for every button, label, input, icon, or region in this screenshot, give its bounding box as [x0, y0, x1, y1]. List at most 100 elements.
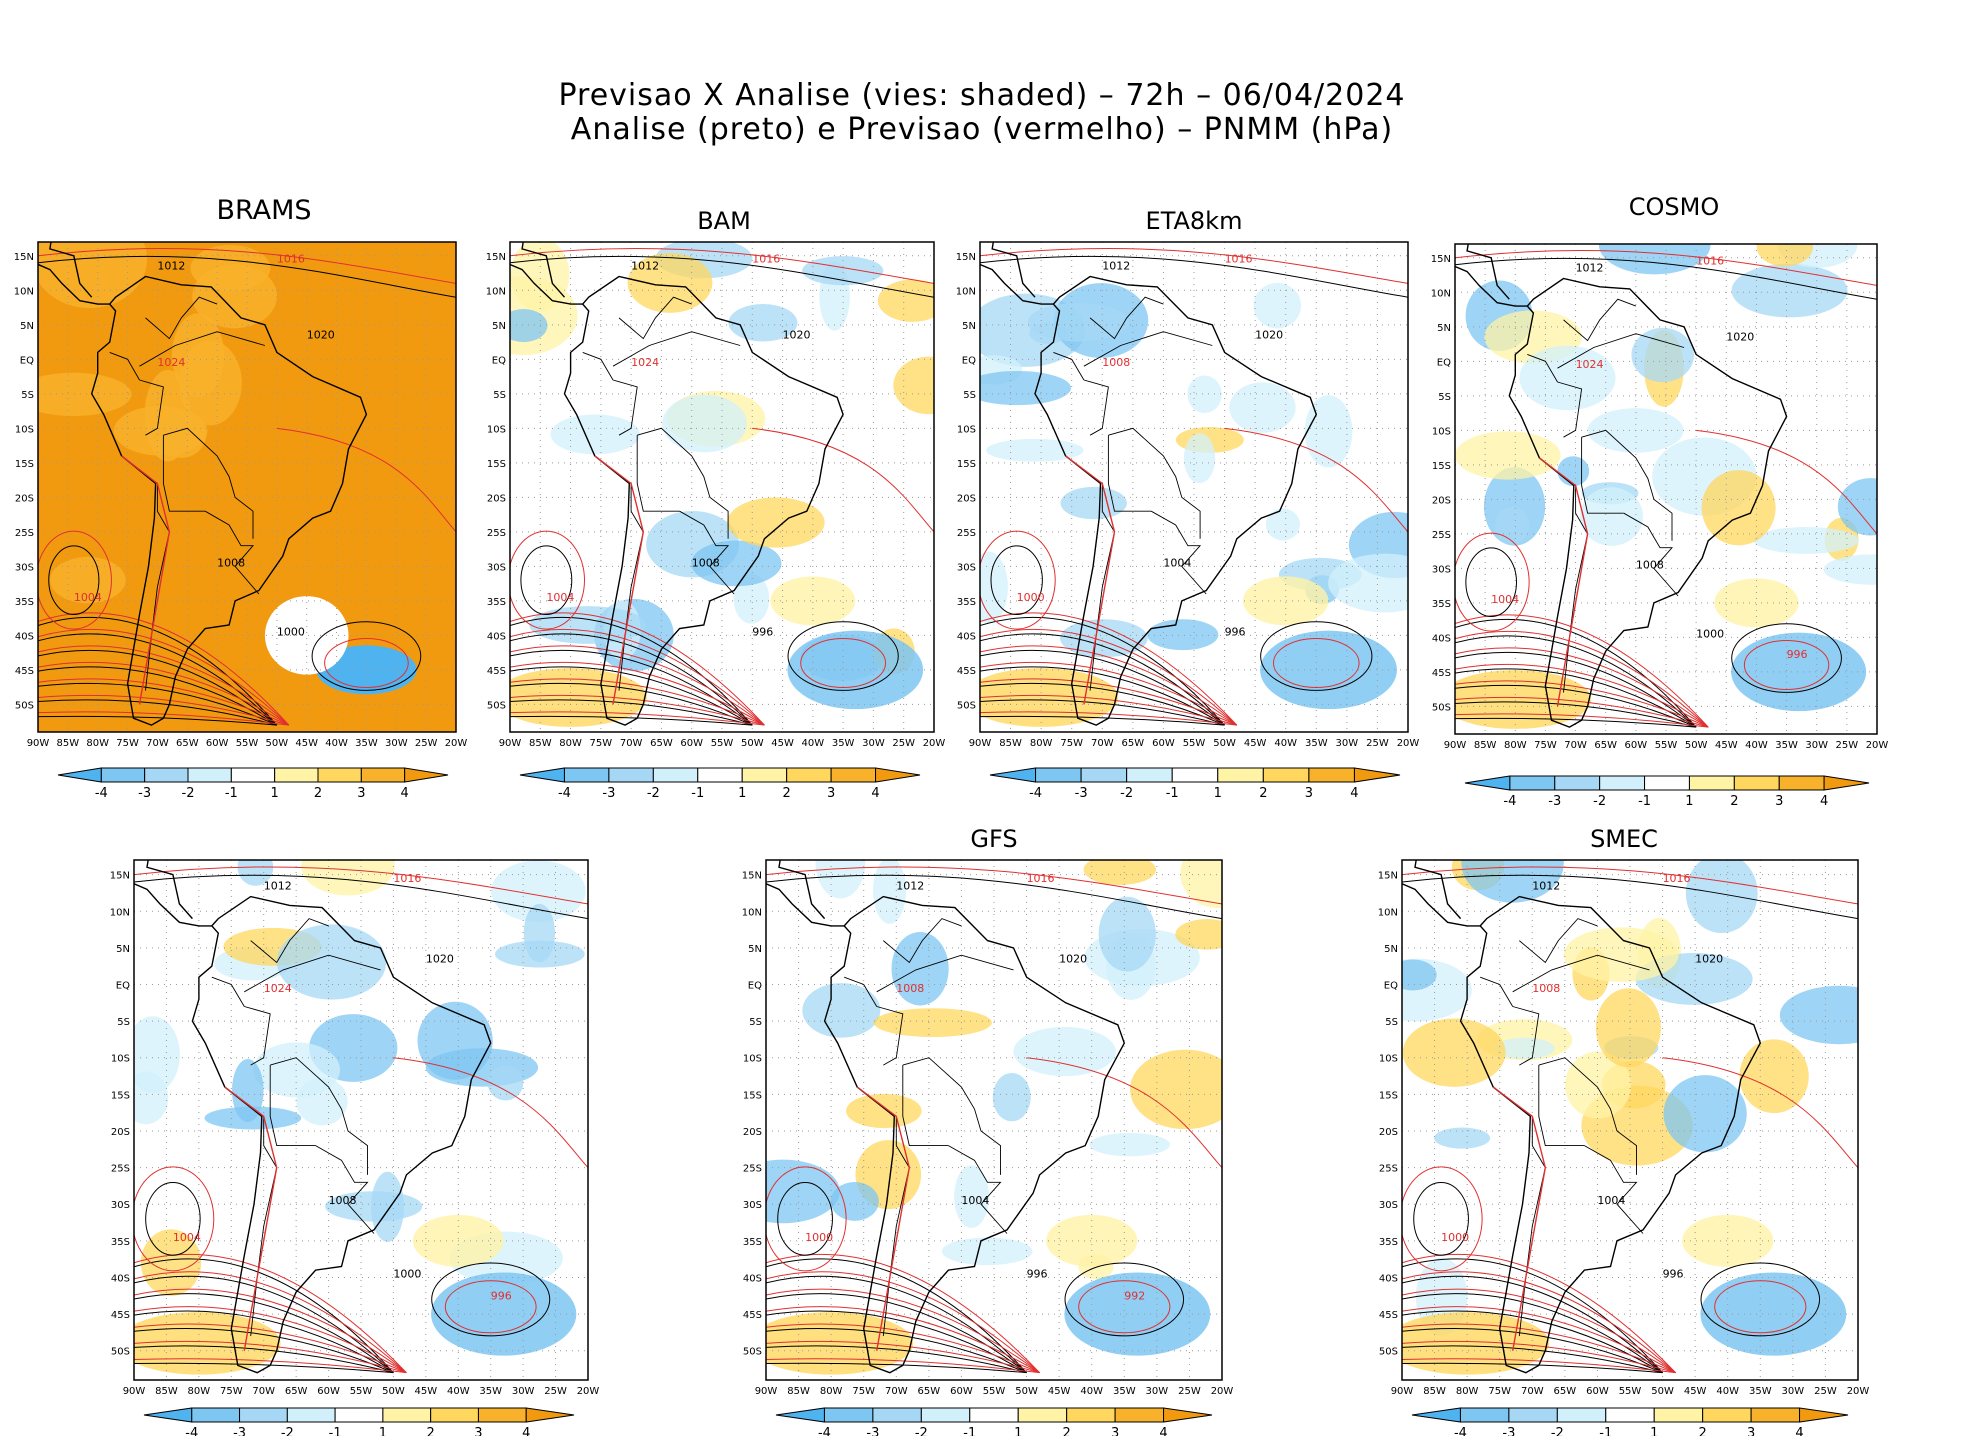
latitude-tick-label: 45S — [1379, 1310, 1398, 1321]
colorbar-tick-label: -1 — [329, 1426, 342, 1436]
colorbar-segment — [652, 767, 699, 783]
isobar-label: 1016 — [1696, 255, 1724, 268]
country-border — [637, 427, 729, 539]
latitude-tick-label: 45S — [743, 1310, 762, 1321]
longitude-tick-label: 30W — [862, 738, 885, 749]
longitude-tick-label: 70W — [1091, 738, 1114, 749]
isobar-label: 1008 — [1102, 356, 1130, 369]
colorbar-tick-label: 3 — [474, 1426, 482, 1436]
analysis-isobar — [510, 715, 753, 726]
isobar-label: 996 — [1663, 1267, 1684, 1280]
latitude-tick-label: 20S — [957, 493, 976, 504]
isobar-label: 992 — [1124, 1289, 1145, 1302]
bias-patch — [733, 573, 770, 624]
forecast-high-center — [134, 1166, 215, 1272]
isobar-label: 1012 — [264, 879, 292, 892]
bias-patch — [1494, 1037, 1555, 1060]
latitude-tick-label: 25S — [15, 528, 34, 539]
forecast-isobar — [134, 1358, 407, 1374]
analysis-isobar — [980, 649, 1225, 726]
longitude-tick-label: 55W — [1655, 740, 1678, 751]
colorbar-tick-label: -4 — [1503, 794, 1516, 809]
country-border — [1581, 437, 1624, 514]
analysis-high-center — [777, 1181, 833, 1256]
isobar-label: 1016 — [1225, 253, 1253, 266]
longitude-tick-label: 25W — [415, 738, 438, 749]
longitude-tick-label: 55W — [711, 738, 734, 749]
bias-patch — [986, 438, 1084, 462]
colorbar-segment — [872, 1407, 922, 1423]
analysis-isobar — [766, 1275, 1027, 1374]
longitude-tick-label: 60W — [950, 1386, 973, 1397]
isobar-label: 996 — [1225, 625, 1246, 638]
colorbar-tick-label: -1 — [691, 786, 704, 801]
latitude-tick-label: 10S — [111, 1054, 130, 1065]
latitude-tick-label: 25S — [487, 528, 506, 539]
longitude-tick-label: 85W — [529, 738, 552, 749]
latitude-tick-label: 10S — [487, 424, 506, 435]
forecast-isobar — [38, 694, 289, 726]
colorbar-segment — [1688, 775, 1735, 791]
latitude-tick-label: EQ — [1437, 357, 1451, 368]
colorbar-tick-label: -4 — [1029, 786, 1042, 801]
analysis-isobar — [38, 616, 278, 726]
latitude-tick-label: 5S — [493, 390, 506, 401]
latitude-tick-label: 25S — [957, 528, 976, 539]
forecast-isobar — [1455, 696, 1709, 728]
longitude-tick-label: 65W — [918, 1386, 941, 1397]
longitude-tick-label: 90W — [27, 738, 50, 749]
isobar-label: 1020 — [1726, 331, 1754, 344]
latitude-tick-label: 5N — [1384, 944, 1398, 955]
colorbar-arrow-left — [1464, 775, 1511, 791]
latitude-tick-label: 35S — [1379, 1237, 1398, 1248]
longitude-tick-label: 85W — [1423, 1386, 1446, 1397]
colorbar-segment — [969, 1407, 1019, 1423]
forecast-high-center — [510, 530, 585, 630]
isobar-label: 996 — [752, 625, 773, 638]
longitude-tick-label: 55W — [1619, 1386, 1642, 1397]
colorbar-tick-label: 3 — [1111, 1426, 1119, 1436]
bias-patch — [1434, 1127, 1491, 1149]
analysis-isobar — [134, 1362, 394, 1374]
andes-forecast-contours — [1492, 1086, 1547, 1351]
forecast-isobar — [276, 427, 456, 533]
map-panel: 1012 1016 1020 1024 1008 1004 1000 996 15N 10N 5N E… — [110, 859, 599, 1436]
colorbar-segment — [1778, 775, 1825, 791]
panel-title-smec: SMEC — [1590, 825, 1658, 853]
longitude-tick-label: 35W — [1305, 738, 1328, 749]
neutral-patch — [264, 596, 349, 675]
isobar-label: 1004 — [1597, 1194, 1625, 1207]
bias-patch — [1779, 985, 1858, 1045]
latitude-tick-label: 10N — [486, 286, 506, 297]
colorbar-segment — [317, 767, 362, 783]
colorbar-tick-label: 3 — [1747, 1426, 1755, 1436]
latitude-tick-label: 15S — [111, 1090, 130, 1101]
negative-bias-patch — [1064, 1272, 1211, 1356]
longitude-tick-label: 60W — [317, 1386, 340, 1397]
forecast-isobar — [766, 1271, 1040, 1374]
analysis-low-center — [431, 1262, 551, 1337]
forecast-isobar — [510, 711, 765, 726]
bias-patch — [510, 242, 570, 312]
longitude-tick-label: 90W — [1444, 740, 1467, 751]
analysis-isobar — [766, 1345, 1027, 1374]
colorbar-tick-label: 1 — [1014, 1426, 1022, 1436]
longitude-tick-label: 40W — [1745, 740, 1768, 751]
longitude-tick-label: 70W — [1564, 740, 1587, 751]
colorbar-segment — [1126, 767, 1173, 783]
colorbar-arrow-right — [1799, 1407, 1849, 1423]
bias-patch — [727, 497, 825, 548]
analysis-isobar — [38, 255, 456, 298]
country-border — [1581, 429, 1673, 541]
colorbar: -4 -3 -2 -1 1 2 3 4 — [519, 767, 921, 801]
forecast-isobar — [38, 247, 456, 284]
analysis-isobar — [38, 715, 277, 726]
bias-patch — [276, 924, 387, 1000]
colorbar-arrow-right — [525, 1407, 575, 1423]
country-border — [163, 427, 254, 539]
andes-forecast-contours — [224, 1086, 278, 1351]
bias-patch — [1098, 896, 1156, 972]
isobar-label: 1004 — [546, 591, 574, 604]
forecast-isobar — [134, 1253, 407, 1374]
analysis-isobar — [766, 1293, 1027, 1374]
